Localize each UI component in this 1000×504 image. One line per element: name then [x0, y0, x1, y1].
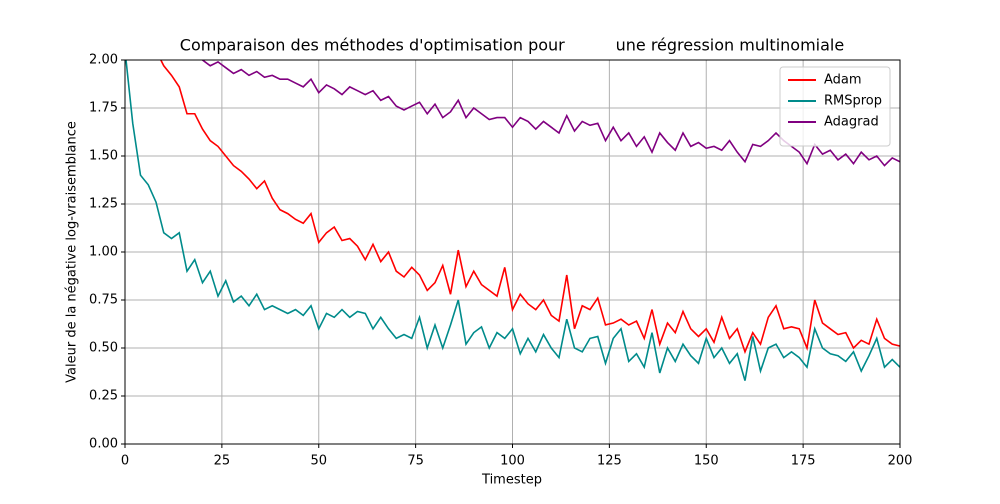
- legend-label: RMSprop: [824, 94, 882, 109]
- y-tick-label: 1.50: [89, 149, 118, 164]
- x-tick-label: 175: [791, 454, 816, 469]
- y-tick-label: 0.50: [89, 341, 118, 356]
- y-axis-label: Valeur de la négative log-vraisemblance: [65, 121, 80, 383]
- series-line: [125, 60, 900, 381]
- legend-label: Adagrad: [824, 115, 879, 130]
- legend-box: [779, 66, 891, 147]
- x-tick-label: 50: [310, 454, 327, 469]
- y-tick-label: 0.25: [89, 389, 118, 404]
- x-tick-label: 125: [597, 454, 622, 469]
- x-tick-label: 150: [694, 454, 719, 469]
- chart-title: Comparaison des méthodes d'optimisation …: [180, 36, 844, 55]
- y-tick-label: 0.00: [89, 437, 118, 452]
- plot-area: [125, 60, 900, 381]
- series-line: [159, 60, 900, 355]
- y-tick-label: 1.75: [89, 101, 118, 116]
- y-tick-label: 0.75: [89, 293, 118, 308]
- x-tick-label: 200: [888, 454, 913, 469]
- y-tick-label: 2.00: [89, 53, 118, 68]
- series-line: [201, 60, 900, 167]
- x-tick-label: 75: [407, 454, 424, 469]
- x-axis-label: Timestep: [481, 473, 542, 488]
- x-tick-label: 0: [121, 454, 129, 469]
- y-tick-label: 1.00: [89, 245, 118, 260]
- y-tick-label: 1.25: [89, 197, 118, 212]
- legend: Adam RMSprop Adagrad: [779, 66, 891, 147]
- legend-label: Adam: [824, 73, 862, 88]
- x-tick-label: 100: [500, 454, 525, 469]
- x-tick-label: 25: [214, 454, 231, 469]
- axes: 0 25 50 75 100 125 150 175 200 0.00 0.25 0.50 0.75 1.…: [89, 53, 912, 469]
